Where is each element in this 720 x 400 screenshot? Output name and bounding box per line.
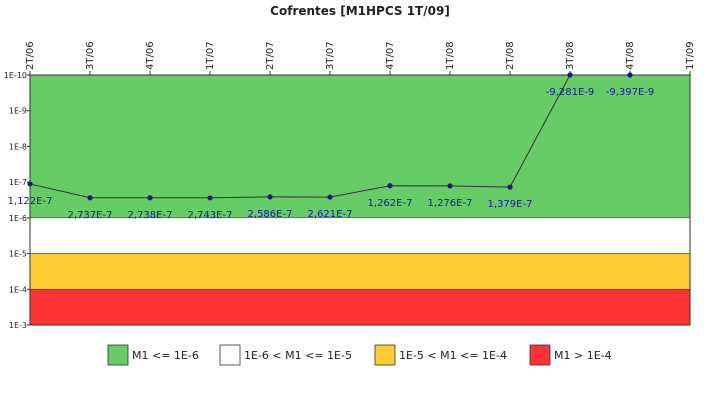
value-label: 1,379E-7 <box>488 199 533 210</box>
value-label: 2,743E-7 <box>188 210 233 221</box>
y-tick-label: 1E-7 <box>9 178 27 187</box>
value-label: 2,586E-7 <box>248 209 293 220</box>
data-point <box>387 183 393 189</box>
band <box>29 289 691 326</box>
data-point <box>267 194 273 200</box>
y-tick-label: 1E-5 <box>9 250 27 259</box>
data-point <box>147 195 153 201</box>
legend-swatch <box>107 344 129 366</box>
data-point <box>327 194 333 200</box>
band <box>29 74 691 219</box>
value-label: 2,737E-7 <box>68 210 113 221</box>
legend-label: M1 > 1E-4 <box>554 349 612 362</box>
legend-swatch <box>374 344 396 366</box>
x-tick-label: 4T/07 <box>385 41 396 70</box>
data-point <box>567 72 573 78</box>
value-label: 1,276E-7 <box>428 198 473 209</box>
y-tick-label: 1E-10 <box>4 71 27 80</box>
x-tick-label: 4T/08 <box>625 41 636 70</box>
data-point <box>27 181 33 187</box>
band <box>29 217 691 254</box>
data-point <box>87 195 93 201</box>
y-tick-label: 1E-8 <box>9 142 27 151</box>
y-tick-label: 1E-4 <box>9 285 27 294</box>
legend-swatch <box>219 344 241 366</box>
x-tick-label: 2T/06 <box>25 41 36 70</box>
x-tick-label: 1T/09 <box>685 41 696 70</box>
plot-frame <box>29 74 691 326</box>
data-point <box>207 195 213 201</box>
x-tick-label: 3T/08 <box>565 41 576 70</box>
x-tick-label: 1T/08 <box>445 41 456 70</box>
chart-title: Cofrentes [M1HPCS 1T/09] <box>270 4 450 18</box>
y-tick-label: 1E-3 <box>9 321 27 330</box>
x-tick-label: 1T/07 <box>205 41 216 70</box>
legend-label: 1E-5 < M1 <= 1E-4 <box>399 349 507 362</box>
value-label: 1,122E-7 <box>8 196 53 207</box>
value-label: -9,281E-9 <box>546 87 595 98</box>
legend-swatch <box>529 344 551 366</box>
y-tick-label: 1E-9 <box>9 107 27 116</box>
value-label: 2,621E-7 <box>308 209 353 220</box>
legend-label: 1E-6 < M1 <= 1E-5 <box>244 349 352 362</box>
x-tick-label: 2T/08 <box>505 41 516 70</box>
legend-label: M1 <= 1E-6 <box>132 349 199 362</box>
x-tick-label: 2T/07 <box>265 41 276 70</box>
data-point <box>507 184 513 190</box>
data-point <box>627 72 633 78</box>
y-tick-label: 1E-6 <box>9 214 27 223</box>
x-tick-label: 4T/06 <box>145 41 156 70</box>
value-label: 1,262E-7 <box>368 198 413 209</box>
value-label: -9,397E-9 <box>606 87 655 98</box>
band <box>29 253 691 290</box>
data-point <box>447 183 453 189</box>
value-label: 2,738E-7 <box>128 210 173 221</box>
x-tick-label: 3T/07 <box>325 41 336 70</box>
x-tick-label: 3T/06 <box>85 41 96 70</box>
